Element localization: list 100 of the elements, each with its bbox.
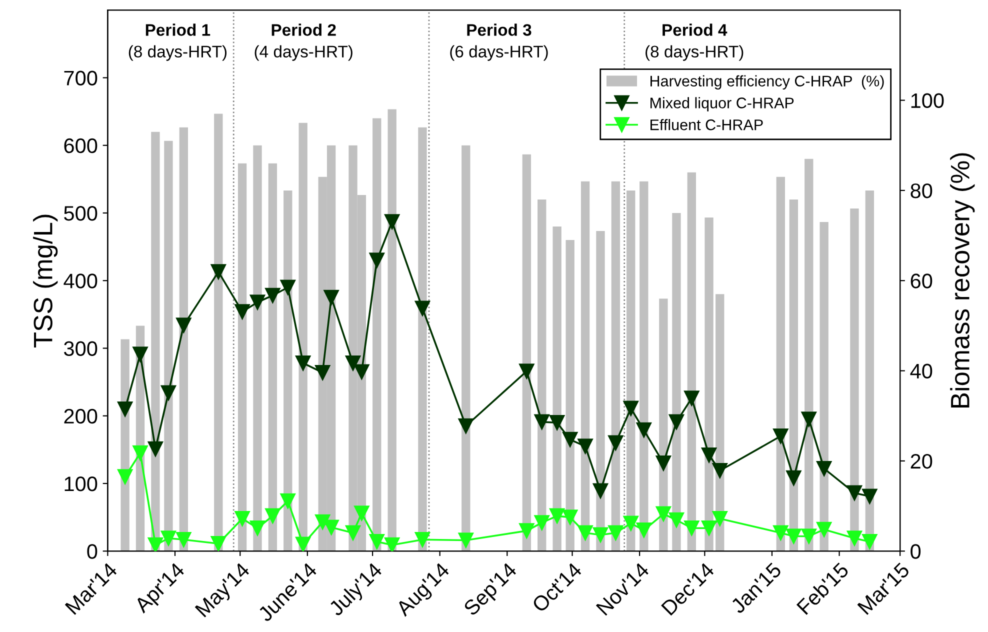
point	[846, 485, 862, 501]
legend-label: Effluent C-HRAP	[650, 119, 763, 130]
point	[160, 530, 176, 546]
y-tick-label: 300	[64, 341, 98, 356]
point	[773, 525, 788, 540]
bar	[776, 176, 786, 552]
point	[701, 520, 717, 536]
point	[314, 364, 330, 380]
bar	[704, 217, 714, 552]
point	[234, 511, 250, 526]
point	[369, 252, 385, 268]
point	[324, 290, 339, 306]
point	[324, 520, 339, 536]
bar	[418, 127, 427, 552]
bar	[522, 154, 532, 552]
point	[562, 432, 578, 448]
point	[801, 528, 817, 544]
y2-tick-label: 0	[910, 544, 921, 559]
bar	[804, 158, 814, 552]
annotation: Period 3	[467, 24, 532, 36]
annotation: Period 2	[272, 24, 336, 36]
bar	[179, 127, 188, 552]
point	[295, 536, 311, 552]
point	[562, 510, 578, 525]
point	[549, 508, 565, 524]
point	[623, 400, 639, 416]
point	[250, 520, 266, 536]
point	[549, 414, 565, 430]
bar	[214, 114, 223, 552]
y-tick-label: 0	[87, 544, 98, 559]
y-tick-label: 400	[64, 274, 98, 288]
point	[578, 525, 593, 540]
point	[384, 537, 400, 552]
point	[534, 515, 550, 530]
legend-label: Harvesting efficiency C-HRAP (%)	[650, 75, 884, 90]
point	[210, 264, 226, 280]
point	[862, 534, 878, 550]
point	[534, 414, 550, 430]
bar	[611, 181, 620, 552]
point	[668, 512, 684, 528]
bar	[865, 190, 874, 552]
point	[132, 445, 148, 461]
point	[117, 401, 133, 417]
bar	[687, 172, 696, 552]
y2-tick-label: 40	[910, 364, 932, 379]
annotation: Period 1	[146, 24, 210, 36]
bar	[298, 122, 308, 552]
point	[608, 435, 624, 451]
point	[280, 493, 296, 509]
point	[701, 447, 717, 463]
bar	[552, 226, 562, 552]
bar	[238, 163, 247, 552]
point	[786, 528, 802, 544]
annotation: (8 days-HRT)	[128, 45, 227, 61]
point	[210, 536, 226, 552]
point	[345, 355, 361, 371]
point	[265, 288, 280, 304]
y2-tick-label: 80	[910, 183, 932, 198]
point	[176, 318, 192, 333]
y-tick-label: 700	[64, 70, 98, 86]
point	[148, 537, 164, 552]
y-tick-label: 500	[64, 206, 98, 221]
bar	[596, 231, 605, 552]
point	[846, 530, 862, 546]
point	[801, 412, 817, 427]
bar	[820, 222, 828, 552]
y-tick-label: 100	[64, 476, 98, 492]
point	[250, 294, 266, 310]
legend-label: Mixed liquor C-HRAP	[650, 97, 794, 112]
point	[148, 441, 164, 457]
point	[354, 364, 370, 380]
point	[816, 460, 832, 476]
annotation: (4 days-HRT)	[254, 45, 352, 61]
point	[295, 355, 311, 371]
y-tick-label: 600	[64, 138, 98, 154]
point	[176, 532, 192, 548]
y-axis-title: TSS (mg/L)	[33, 214, 58, 348]
point	[519, 523, 534, 538]
point	[684, 520, 700, 536]
bar	[284, 190, 292, 552]
point	[712, 511, 728, 526]
point	[384, 214, 400, 230]
bar	[538, 199, 546, 552]
point	[712, 462, 728, 478]
bar	[672, 212, 681, 552]
point	[369, 534, 385, 550]
point	[280, 280, 296, 296]
bar	[626, 190, 636, 552]
point	[862, 488, 878, 504]
point	[117, 469, 133, 484]
y-tick-label: 200	[64, 408, 98, 424]
point	[623, 516, 639, 532]
point	[656, 456, 672, 471]
point	[636, 522, 652, 538]
bar	[268, 163, 278, 552]
bar	[659, 298, 668, 552]
point	[773, 428, 788, 444]
bar	[372, 118, 382, 552]
point	[265, 508, 280, 524]
point	[592, 527, 608, 543]
